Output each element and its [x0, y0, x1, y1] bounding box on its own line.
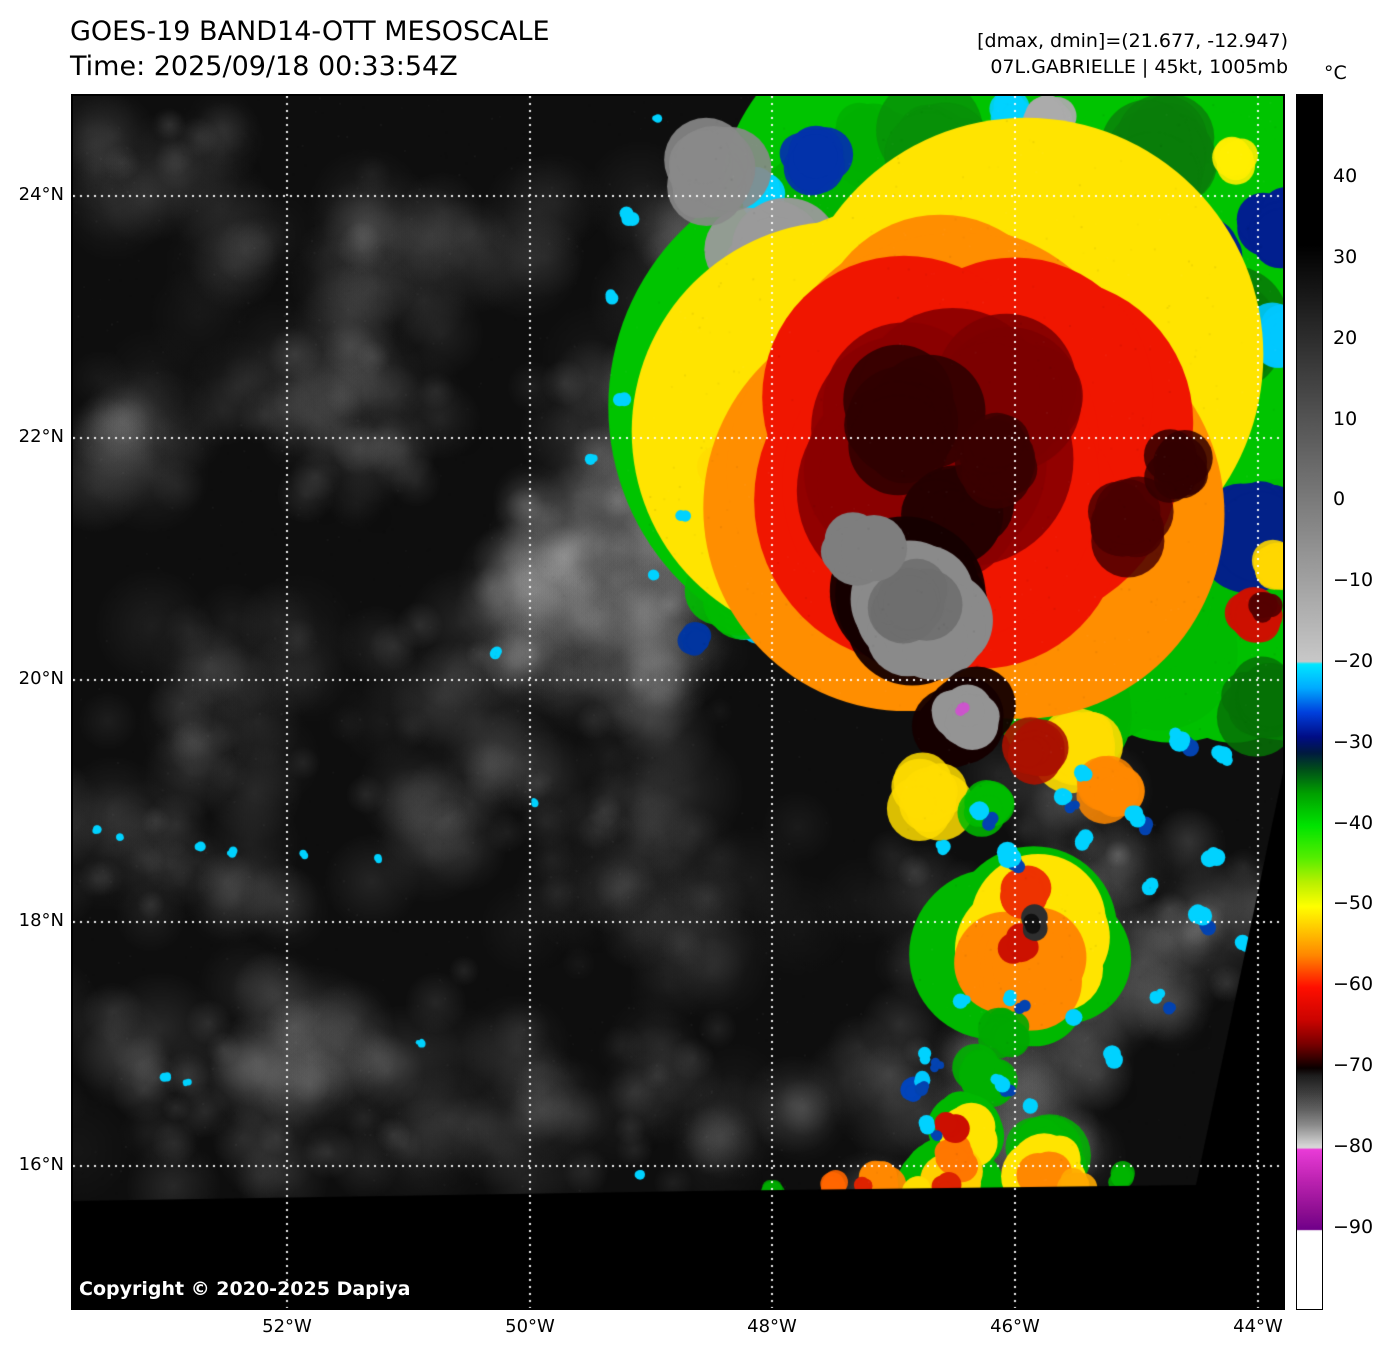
colorbar-gradient	[1297, 95, 1322, 1309]
lon-tick-label: 46°W	[990, 1316, 1040, 1337]
colorbar-tick-label: −50	[1333, 892, 1374, 915]
lat-tick-label: 22°N	[18, 426, 64, 447]
colorbar-tick-label: 40	[1333, 165, 1358, 188]
lat-tick-label: 20°N	[18, 668, 64, 689]
lat-tick-label: 18°N	[18, 910, 64, 931]
colorbar-tick-label: −60	[1333, 973, 1374, 996]
lon-tick-label: 44°W	[1233, 1316, 1283, 1337]
lon-tick-label: 50°W	[505, 1316, 555, 1337]
colorbar	[1296, 94, 1323, 1310]
colorbar-tick-label: −80	[1333, 1134, 1374, 1157]
colorbar-tick-label: 30	[1333, 245, 1358, 268]
figure-timestamp: Time: 2025/09/18 00:33:54Z	[70, 51, 458, 82]
storm-info-readout: 07L.GABRIELLE | 45kt, 1005mb	[990, 56, 1288, 78]
colorbar-tick-label: 10	[1333, 407, 1358, 430]
lat-tick-label: 16°N	[18, 1154, 64, 1175]
map-frame: Copyright © 2020-2025 Dapiya	[71, 94, 1285, 1310]
figure-title: GOES-19 BAND14-OTT MESOSCALE	[70, 16, 550, 47]
lon-tick-label: 52°W	[262, 1316, 312, 1337]
colorbar-tick-label: −30	[1333, 730, 1374, 753]
colorbar-tick-label: −10	[1333, 569, 1374, 592]
dmax-dmin-readout: [dmax, dmin]=(21.677, -12.947)	[977, 30, 1288, 52]
colorbar-tick-label: 20	[1333, 326, 1358, 349]
satellite-imagery	[73, 96, 1283, 1308]
colorbar-tick-label: −70	[1333, 1054, 1374, 1077]
colorbar-tick-label: −20	[1333, 650, 1374, 672]
colorbar-unit-label: °C	[1324, 62, 1347, 84]
colorbar-tick-label: 0	[1333, 488, 1346, 511]
lon-tick-label: 48°W	[747, 1316, 797, 1337]
copyright-notice: Copyright © 2020-2025 Dapiya	[79, 1278, 411, 1300]
lat-tick-label: 24°N	[18, 184, 64, 205]
colorbar-tick-label: −40	[1333, 811, 1374, 834]
colorbar-tick-label: −90	[1333, 1215, 1374, 1238]
